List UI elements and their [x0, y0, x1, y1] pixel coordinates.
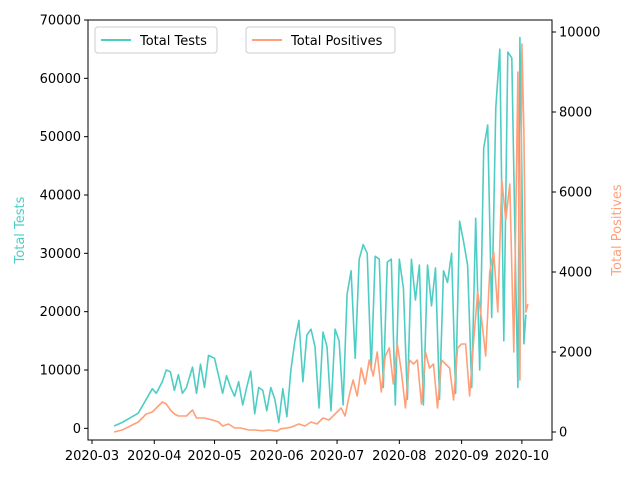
y-left-tick-label: 70000	[40, 14, 81, 29]
y-right-tick-label: 2000	[559, 346, 592, 361]
legend-total-positives: Total Positives	[246, 27, 395, 53]
series-line-total-tests	[114, 38, 526, 427]
y-axis-left-label: Total Tests	[13, 196, 28, 264]
x-tick-label: 2020-07	[310, 449, 364, 464]
y-axis-right: 0 2000 4000 6000 8000 10000	[552, 26, 600, 441]
legend-total-tests-label: Total Tests	[139, 34, 207, 49]
x-tick-label: 2020-08	[372, 449, 426, 464]
x-tick-label: 2020-04	[127, 449, 181, 464]
x-tick-label: 2020-06	[250, 449, 304, 464]
x-tick-label: 2020-09	[434, 449, 488, 464]
plot-lines	[114, 38, 528, 433]
y-right-tick-label: 8000	[559, 106, 592, 121]
y-right-tick-label: 6000	[559, 186, 592, 201]
y-left-tick-label: 10000	[40, 364, 81, 379]
y-left-tick-label: 0	[73, 422, 81, 437]
y-left-tick-label: 20000	[40, 305, 81, 320]
x-tick-label: 2020-03	[65, 449, 119, 464]
y-axis-right-label: Total Positives	[610, 184, 625, 277]
x-axis: 2020-03 2020-04 2020-05 2020-06 2020-07 2020-…	[65, 440, 549, 464]
x-tick-label: 2020-10	[495, 449, 549, 464]
x-tick-label: 2020-05	[187, 449, 241, 464]
y-right-tick-label: 10000	[559, 26, 600, 41]
legend-total-positives-label: Total Positives	[290, 34, 383, 49]
y-right-tick-label: 0	[559, 426, 567, 441]
legend-total-tests: Total Tests	[95, 27, 217, 53]
y-axis-left: 0 10000 20000 30000 40000 50000 60000 70000	[40, 14, 88, 437]
y-right-tick-label: 4000	[559, 266, 592, 281]
y-left-tick-label: 30000	[40, 247, 81, 262]
y-left-tick-label: 50000	[40, 130, 81, 145]
y-left-tick-label: 60000	[40, 72, 81, 87]
y-left-tick-label: 40000	[40, 189, 81, 204]
